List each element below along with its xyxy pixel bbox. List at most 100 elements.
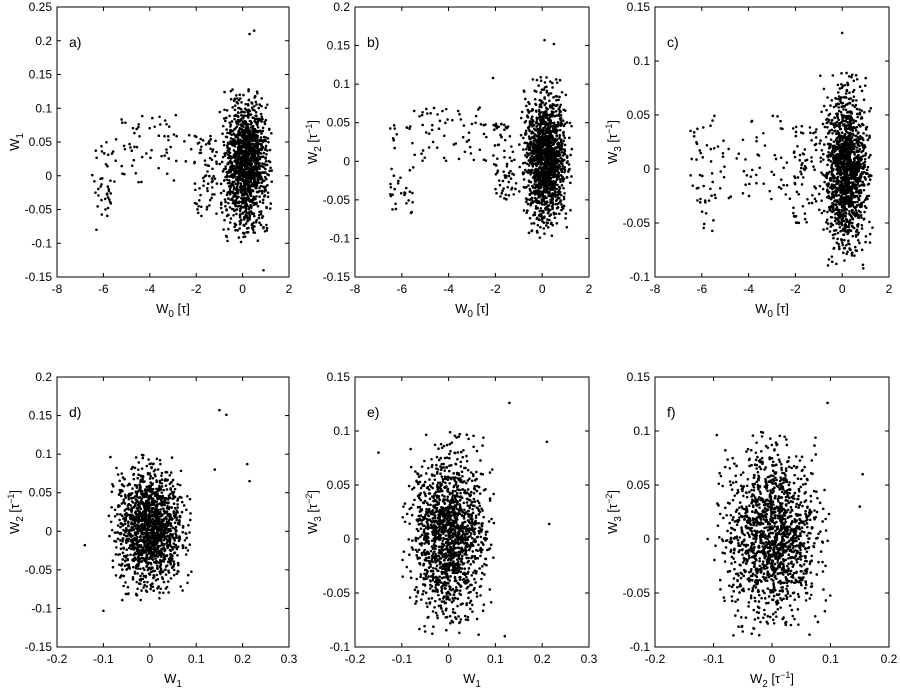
scatter-point [538,118,542,122]
scatter-point [827,113,831,117]
scatter-point [703,199,707,202]
scatter-point [827,258,831,261]
scatter-point [834,146,838,150]
scatter-point [559,123,563,127]
scatter-point [829,138,833,141]
scatter-point [527,159,531,162]
scatter-point [250,159,253,163]
scatter-point [237,204,241,208]
x-tick-label: 0 [839,282,846,296]
scatter-point [553,130,556,134]
scatter-point [818,184,822,188]
scatter-point [794,130,798,134]
scatter-point [563,122,567,126]
scatter-point [264,157,267,160]
scatter-point [260,115,264,119]
scatter-point [259,223,263,227]
scatter-point [548,187,552,190]
scatter-point [528,192,532,196]
scatter-point [389,194,393,198]
scatter-point [773,153,777,157]
scatter-point [238,209,242,213]
scatter-point [264,146,267,150]
scatter-point [699,197,702,201]
x-tick-label: -2 [191,282,202,296]
scatter-point [831,205,835,209]
scatter-point [203,159,207,162]
scatter-point [546,157,549,161]
scatter-point [538,166,542,170]
scatter-point [545,200,549,203]
scatter-point [539,186,543,189]
scatter-point [547,176,550,180]
scatter-point [206,170,209,173]
scatter-point [265,177,268,181]
scatter-point [150,148,153,152]
scatter-point [252,139,256,142]
scatter-point [528,123,532,126]
scatter-point [130,164,134,167]
scatter-point [749,175,753,178]
scatter-point [211,193,214,196]
scatter-point [554,212,558,215]
scatter-point [252,198,255,202]
scatter-point [837,102,840,106]
scatter-point [567,170,570,173]
scatter-point [196,208,199,211]
scatter-point [174,159,178,163]
scatter-point [524,129,528,133]
scatter-point [163,119,167,122]
scatter-point [503,197,506,200]
scatter-point [830,196,833,199]
scatter-point [851,104,855,107]
scatter-point [533,173,537,177]
scatter-point [100,183,103,186]
scatter-point [842,160,846,163]
scatter-point [194,135,198,139]
scatter-point [833,129,837,133]
scatter-point [858,113,862,116]
scatter-point [100,213,104,216]
scatter-point [531,119,534,123]
scatter-point [839,191,842,194]
scatter-point [270,180,274,183]
scatter-point [544,208,548,211]
scatter-point [692,131,696,134]
scatter-point [549,198,552,202]
scatter-point [247,138,250,142]
scatter-point [529,157,532,160]
scatter-point [827,190,831,194]
scatter-point [392,138,396,142]
scatter-point [518,165,522,169]
scatter-point [704,211,708,215]
scatter-point [830,255,834,258]
scatter-point [215,182,219,185]
scatter-point [862,132,865,135]
scatter-point [225,128,228,131]
scatter-point [233,114,236,118]
scatter-point [397,179,400,183]
scatter-point [842,247,846,250]
scatter-point [539,75,543,79]
scatter-point [219,206,223,210]
scatter-point [830,128,834,132]
scatter-point [548,105,552,109]
scatter-point [540,88,544,91]
scatter-point [120,164,123,168]
scatter-point [846,228,850,232]
scatter-point [100,144,103,148]
scatter-point [256,190,260,194]
scatter-point [270,169,274,172]
scatter-point [853,206,857,210]
scatter-point [810,139,813,142]
scatter-point [546,113,550,117]
scatter-point [511,150,515,154]
scatter-point [779,156,783,160]
scatter-point [836,237,839,241]
scatter-point [845,102,849,106]
scatter-point [539,157,543,160]
scatter-point [856,216,860,219]
scatter-point [847,141,851,144]
scatter-point [207,164,211,168]
scatter-point [555,103,559,107]
